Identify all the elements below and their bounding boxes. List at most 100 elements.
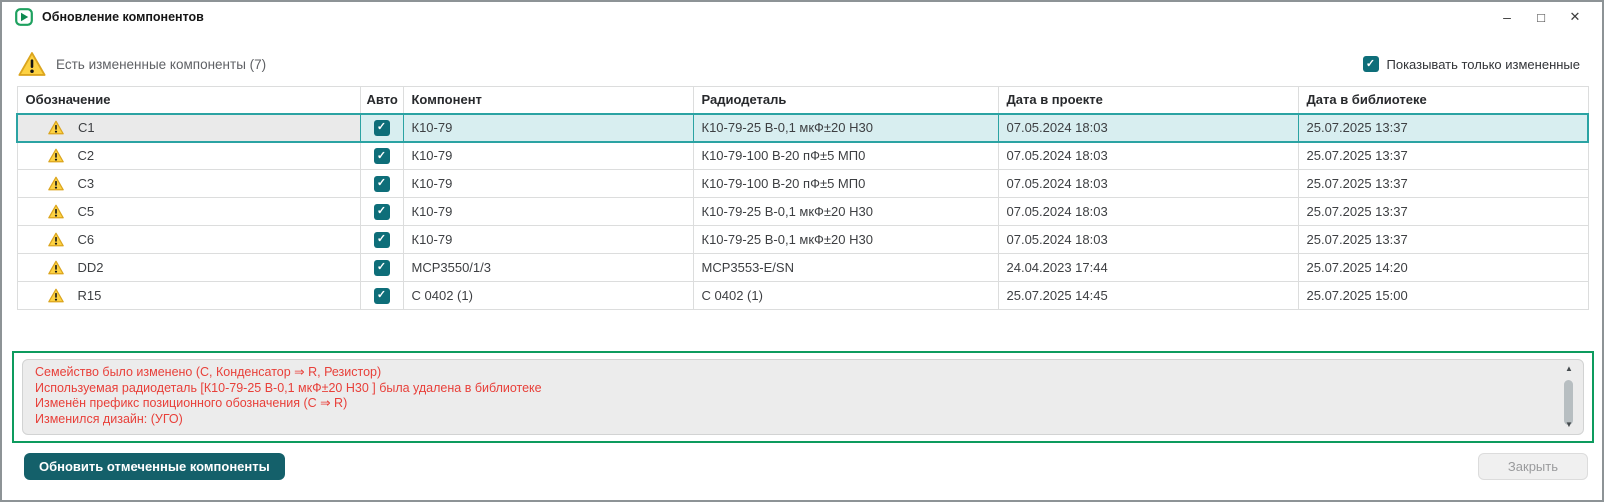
cell-part[interactable]: К10-79-25 В-0,1 мкФ±20 Н30 [692,112,999,143]
minimize-icon[interactable]: – [1503,9,1511,25]
cell-library-date[interactable]: 25.07.2025 13:37 [1297,197,1589,226]
checkbox-check-icon[interactable]: ✓ [1362,56,1379,72]
cell-component[interactable]: К10-79 [402,225,694,254]
cell-designator[interactable]: C2 [16,141,361,170]
cell-auto[interactable]: ✓ [359,112,404,143]
cell-auto[interactable]: ✓ [359,169,404,198]
cell-auto[interactable]: ✓ [359,141,404,170]
window-controls: – □ ✕ [1490,3,1602,31]
warning-icon [47,176,64,191]
table-row[interactable]: C2 ✓ К10-79 К10-79-100 В-20 пФ±5 МП0 07.… [16,141,1589,170]
column-header-designator[interactable]: Обозначение [16,86,361,114]
footer: Обновить отмеченные компоненты Закрыть [2,443,1602,480]
change-message-line: Семейство было изменено (С, Конденсатор … [35,365,382,379]
column-header-library-date[interactable]: Дата в библиотеке [1297,86,1589,114]
change-messages: Семейство было изменено (С, Конденсатор … [35,365,1549,427]
cell-part[interactable]: MCP3553-E/SN [692,253,999,282]
table-header: Обозначение Авто Компонент Радиодеталь Д… [16,86,1589,114]
table-row[interactable]: R15 ✓ С 0402 (1) С 0402 (1) 25.07.2025 1… [16,281,1589,310]
cell-library-date[interactable]: 25.07.2025 13:37 [1297,225,1589,254]
designator-label: C1 [78,120,95,135]
warning-icon [47,232,64,247]
show-only-changed-checkbox[interactable]: ✓ Показывать только измененные [1362,56,1580,72]
cell-auto[interactable]: ✓ [359,197,404,226]
checkbox-check-icon[interactable]: ✓ [373,148,390,165]
app-icon [15,8,33,26]
designator-label: C3 [77,176,95,191]
table-row[interactable]: C1 ✓ К10-79 К10-79-25 В-0,1 мкФ±20 Н30 0… [16,112,1589,143]
warning-icon [47,288,64,303]
info-bar: Есть измененные компоненты (7) ✓ Показыв… [2,32,1602,86]
cell-component[interactable]: К10-79 [402,197,694,226]
warning-icon [47,204,64,219]
warning-icon [47,260,64,275]
change-message-line: Изменился дизайн: (УГО) [35,411,183,426]
cell-designator[interactable]: C1 [16,112,361,143]
scrollbar-thumb[interactable] [1564,380,1573,425]
designator-label: C6 [77,232,95,247]
table-row[interactable]: C3 ✓ К10-79 К10-79-100 В-20 пФ±5 МП0 07.… [16,169,1589,198]
cell-auto[interactable]: ✓ [359,225,404,254]
cell-project-date[interactable]: 24.04.2023 17:44 [997,253,1299,282]
checkbox-check-icon[interactable]: ✓ [373,259,390,276]
designator-label: C2 [77,148,95,164]
cell-designator[interactable]: C6 [16,225,361,254]
scroll-up-icon[interactable]: ▲ [1565,364,1573,373]
cell-auto[interactable]: ✓ [359,281,404,310]
cell-project-date[interactable]: 25.07.2025 14:45 [997,281,1299,310]
cell-part[interactable]: К10-79-25 В-0,1 мкФ±20 Н30 [692,197,999,226]
cell-project-date[interactable]: 07.05.2024 18:03 [997,112,1299,143]
warning-icon [18,51,46,77]
designator-label: R15 [77,288,102,303]
cell-project-date[interactable]: 07.05.2024 18:03 [997,225,1299,254]
column-header-project-date[interactable]: Дата в проекте [997,86,1299,114]
cell-component[interactable]: К10-79 [402,169,694,198]
changes-text-area[interactable]: Семейство было изменено (С, Конденсатор … [22,359,1584,435]
checkbox-check-icon[interactable]: ✓ [373,287,390,304]
changed-components-banner: Есть измененные компоненты (7) [18,51,266,77]
cell-component[interactable]: К10-79 [402,141,694,170]
cell-designator[interactable]: C5 [16,197,361,226]
scrollbar[interactable]: ▲ ▼ [1560,363,1578,431]
table-body: C1 ✓ К10-79 К10-79-25 В-0,1 мкФ±20 Н30 0… [16,112,1589,310]
scroll-down-icon[interactable]: ▼ [1565,420,1573,429]
checkbox-check-icon[interactable]: ✓ [373,203,390,220]
update-marked-button[interactable]: Обновить отмеченные компоненты [24,453,285,480]
cell-library-date[interactable]: 25.07.2025 13:37 [1297,141,1589,170]
components-table: Обозначение Авто Компонент Радиодеталь Д… [16,86,1589,310]
checkbox-check-icon[interactable]: ✓ [373,231,390,248]
cell-library-date[interactable]: 25.07.2025 14:20 [1297,253,1589,282]
table-row[interactable]: DD2 ✓ MCP3550/1/3 MCP3553-E/SN 24.04.202… [16,253,1589,282]
cell-designator[interactable]: DD2 [16,253,361,282]
column-header-auto[interactable]: Авто [359,86,404,114]
cell-part[interactable]: К10-79-100 В-20 пФ±5 МП0 [692,169,999,198]
cell-part[interactable]: С 0402 (1) [692,281,999,310]
cell-library-date[interactable]: 25.07.2025 13:37 [1297,169,1589,198]
cell-library-date[interactable]: 25.07.2025 13:37 [1297,112,1589,143]
warning-icon [48,120,64,135]
changes-panel: Семейство было изменено (С, Конденсатор … [12,351,1594,443]
cell-part[interactable]: К10-79-25 В-0,1 мкФ±20 Н30 [692,225,999,254]
cell-project-date[interactable]: 07.05.2024 18:03 [997,169,1299,198]
close-icon[interactable]: ✕ [1569,9,1581,24]
table-row[interactable]: C6 ✓ К10-79 К10-79-25 В-0,1 мкФ±20 Н30 0… [16,225,1589,254]
table-row[interactable]: C5 ✓ К10-79 К10-79-25 В-0,1 мкФ±20 Н30 0… [16,197,1589,226]
window-title: Обновление компонентов [42,10,204,24]
checkbox-check-icon[interactable]: ✓ [373,119,390,136]
cell-auto[interactable]: ✓ [359,253,404,282]
cell-component[interactable]: С 0402 (1) [402,281,694,310]
cell-designator[interactable]: C3 [16,169,361,198]
column-header-part[interactable]: Радиодеталь [692,86,999,114]
checkbox-check-icon[interactable]: ✓ [373,175,390,192]
column-header-component[interactable]: Компонент [402,86,694,114]
cell-library-date[interactable]: 25.07.2025 15:00 [1297,281,1589,310]
close-dialog-button[interactable]: Закрыть [1477,453,1588,480]
maximize-icon[interactable]: □ [1537,9,1545,25]
cell-project-date[interactable]: 07.05.2024 18:03 [997,197,1299,226]
cell-project-date[interactable]: 07.05.2024 18:03 [997,141,1299,170]
cell-designator[interactable]: R15 [16,281,361,310]
cell-component[interactable]: К10-79 [402,112,694,143]
cell-part[interactable]: К10-79-100 В-20 пФ±5 МП0 [692,141,999,170]
cell-component[interactable]: MCP3550/1/3 [402,253,694,282]
